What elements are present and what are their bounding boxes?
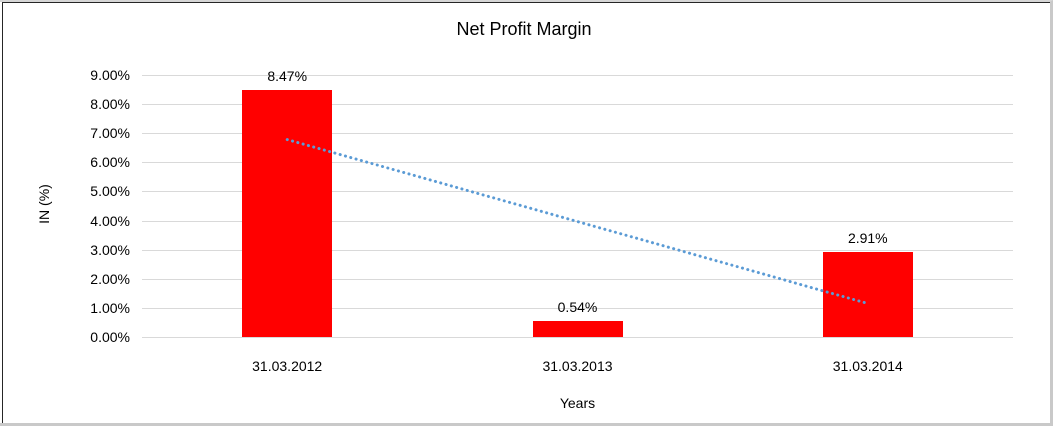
grid-line <box>142 133 1013 135</box>
x-axis-title: Years <box>559 395 596 411</box>
bar-data-label: 8.47% <box>267 68 308 85</box>
bar <box>242 90 333 337</box>
y-tick-label: 5.00% <box>90 183 130 200</box>
x-tick-label: 31.03.2013 <box>542 358 613 374</box>
bar <box>532 321 623 337</box>
x-tick-label: 31.03.2014 <box>832 358 903 374</box>
y-tick-label: 8.00% <box>90 96 130 113</box>
x-tick-label: 31.03.2012 <box>252 358 323 374</box>
grid-line <box>142 104 1013 106</box>
grid-line <box>142 337 1013 338</box>
bar-data-label: 2.91% <box>847 230 888 247</box>
y-tick-label: 2.00% <box>90 270 130 287</box>
y-tick-label: 4.00% <box>90 212 130 229</box>
y-tick-label: 7.00% <box>90 125 130 142</box>
y-tick-label: 1.00% <box>90 299 130 316</box>
chart-title: Net Profit Margin <box>456 19 592 39</box>
bar-data-label: 0.54% <box>557 299 598 316</box>
grid-line <box>142 75 1013 76</box>
y-tick-label: 9.00% <box>90 67 130 83</box>
y-tick-label: 0.00% <box>90 329 130 345</box>
bar <box>822 252 913 337</box>
y-tick-label: 6.00% <box>90 154 130 171</box>
grid-line <box>142 307 1013 309</box>
y-tick-label: 3.00% <box>90 241 130 258</box>
